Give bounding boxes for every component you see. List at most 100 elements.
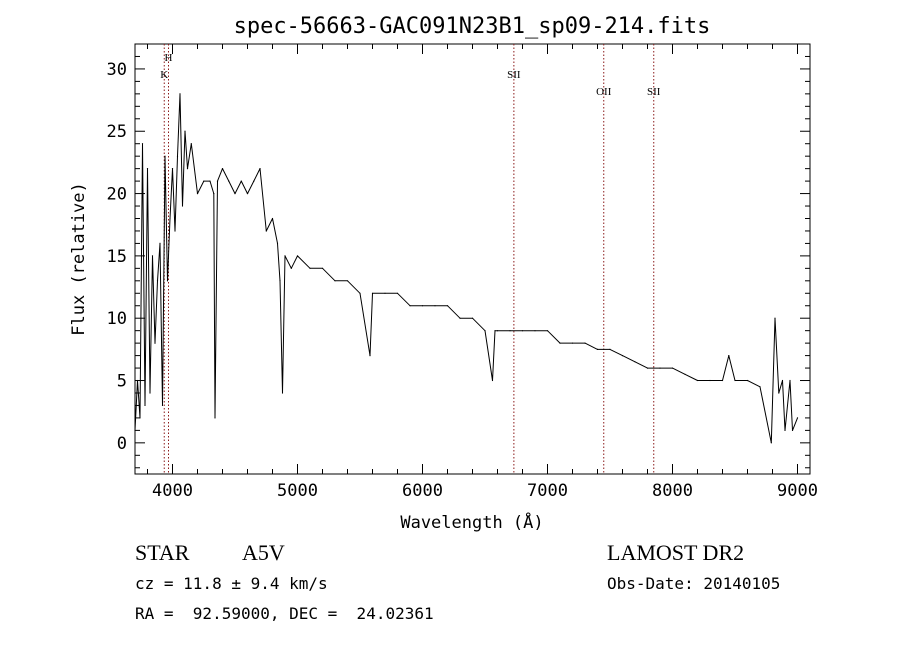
spectrum-point xyxy=(646,367,649,369)
line-marker-label: K xyxy=(160,69,168,81)
y-tick-label: 25 xyxy=(107,122,127,142)
spectrum-point xyxy=(734,379,736,382)
x-tick-label: 8000 xyxy=(652,481,693,501)
spectrum-point xyxy=(159,242,161,244)
spectrum-point xyxy=(196,193,199,195)
spectrum-point xyxy=(434,305,436,307)
spectrum-point xyxy=(721,379,724,382)
spectrum-point xyxy=(609,348,611,350)
spectrum-point xyxy=(371,292,374,294)
spectrum-point xyxy=(164,155,166,157)
spectrum-point xyxy=(774,317,776,319)
spectrum-point xyxy=(184,130,186,132)
spectrum-point xyxy=(491,379,494,382)
spectrum-point xyxy=(321,267,324,269)
spectrum-point xyxy=(276,242,279,244)
y-tick-label: 30 xyxy=(107,60,127,80)
spectrum-point xyxy=(151,255,154,257)
spectrum-point xyxy=(709,379,711,382)
spectrum-point xyxy=(154,342,156,344)
spectrum-point xyxy=(271,217,274,220)
line-marker-label: SII xyxy=(647,86,661,98)
spectrum-point xyxy=(684,373,686,375)
spectrum-point xyxy=(240,180,242,182)
spectrum-point xyxy=(784,429,786,431)
axis-ticks: 4000 5000 6000 7000 8000 9000 0 5 10 15 20 25 30 xyxy=(107,44,818,501)
spectrum-point xyxy=(659,367,661,369)
spectrum-point xyxy=(174,230,176,232)
spectrum-point xyxy=(369,355,371,357)
spectrum-point xyxy=(770,442,772,444)
spectrum-point xyxy=(279,280,281,282)
spectrum-series-line xyxy=(134,93,798,444)
spectrum-point xyxy=(141,143,144,145)
spectrum-point xyxy=(781,379,784,382)
spectrum-point xyxy=(584,342,586,344)
spectrum-point xyxy=(459,317,461,319)
spectrum-point xyxy=(179,93,181,95)
spectrum-point xyxy=(146,168,149,170)
spectrum-point xyxy=(696,379,699,382)
spectrum-point xyxy=(446,305,449,307)
sky-coordinates: RA = 92.59000, DEC = 24.02361 xyxy=(135,604,434,623)
spectrum-point xyxy=(471,317,474,319)
spectrum-point xyxy=(789,379,791,382)
spectrum-point xyxy=(559,342,561,344)
x-tick-label: 4000 xyxy=(152,481,193,501)
spectrum-point xyxy=(759,386,761,388)
spectrum-point xyxy=(791,429,794,431)
line-marker-label: SII xyxy=(507,69,521,81)
spectrum-point xyxy=(281,392,284,394)
spectrum-point xyxy=(171,168,174,170)
x-tick-label: 7000 xyxy=(527,481,568,501)
spectrum-point xyxy=(728,355,730,357)
spectrum-point xyxy=(216,180,219,182)
spectrum-point xyxy=(494,330,496,332)
chart-title: spec-56663-GAC091N23B1_sp09-214.fits xyxy=(234,14,711,39)
spectrum-point xyxy=(621,355,624,357)
x-tick-label: 5000 xyxy=(277,481,318,501)
spectrum-point xyxy=(796,417,799,419)
spectrum-point xyxy=(214,417,216,419)
spectrum-point xyxy=(265,230,267,232)
spectrum-point xyxy=(534,330,536,332)
spectrum-point xyxy=(596,348,599,350)
x-axis-label: Wavelength (Å) xyxy=(400,511,543,533)
spectrum-point xyxy=(221,168,224,170)
spectrum-point xyxy=(778,392,780,394)
spectrum-point xyxy=(509,330,511,332)
spectrum-point xyxy=(496,330,499,332)
spectrum-point xyxy=(166,280,169,282)
spectrum-point xyxy=(213,193,215,195)
line-marker-label: H xyxy=(165,52,173,64)
spectrum-point xyxy=(156,280,159,282)
spectrum-point xyxy=(149,392,151,394)
plot-frame xyxy=(134,43,811,475)
redshift-velocity: cz = 11.8 ± 9.4 km/s xyxy=(135,574,328,593)
spectrum-point xyxy=(484,330,486,332)
object-subclass: A5V xyxy=(242,540,285,565)
spectrum-point xyxy=(521,330,524,332)
observation-date: Obs-Date: 20140105 xyxy=(607,574,781,593)
spectrum-point xyxy=(169,217,171,220)
spectrum-point xyxy=(671,367,674,369)
spectrum-point xyxy=(176,155,179,157)
spectrum-point xyxy=(746,379,749,382)
line-marker-label: OII xyxy=(596,86,612,98)
spectrum-point xyxy=(359,292,361,294)
spectrum-point xyxy=(190,143,192,145)
spectrum-point xyxy=(259,168,261,170)
y-tick-label: 5 xyxy=(117,372,127,392)
x-tick-label: 9000 xyxy=(777,481,818,501)
spectrum-point xyxy=(234,193,236,195)
spectrum-point xyxy=(409,305,411,307)
spectrum-point xyxy=(384,292,386,294)
spectrum-point xyxy=(186,168,189,170)
spectrum-point xyxy=(634,361,636,363)
spectrum-point xyxy=(290,267,292,269)
series-layer xyxy=(134,93,799,444)
spectrum-point xyxy=(346,280,349,282)
x-tick-label: 6000 xyxy=(402,481,443,501)
spectrum-point xyxy=(209,180,211,182)
